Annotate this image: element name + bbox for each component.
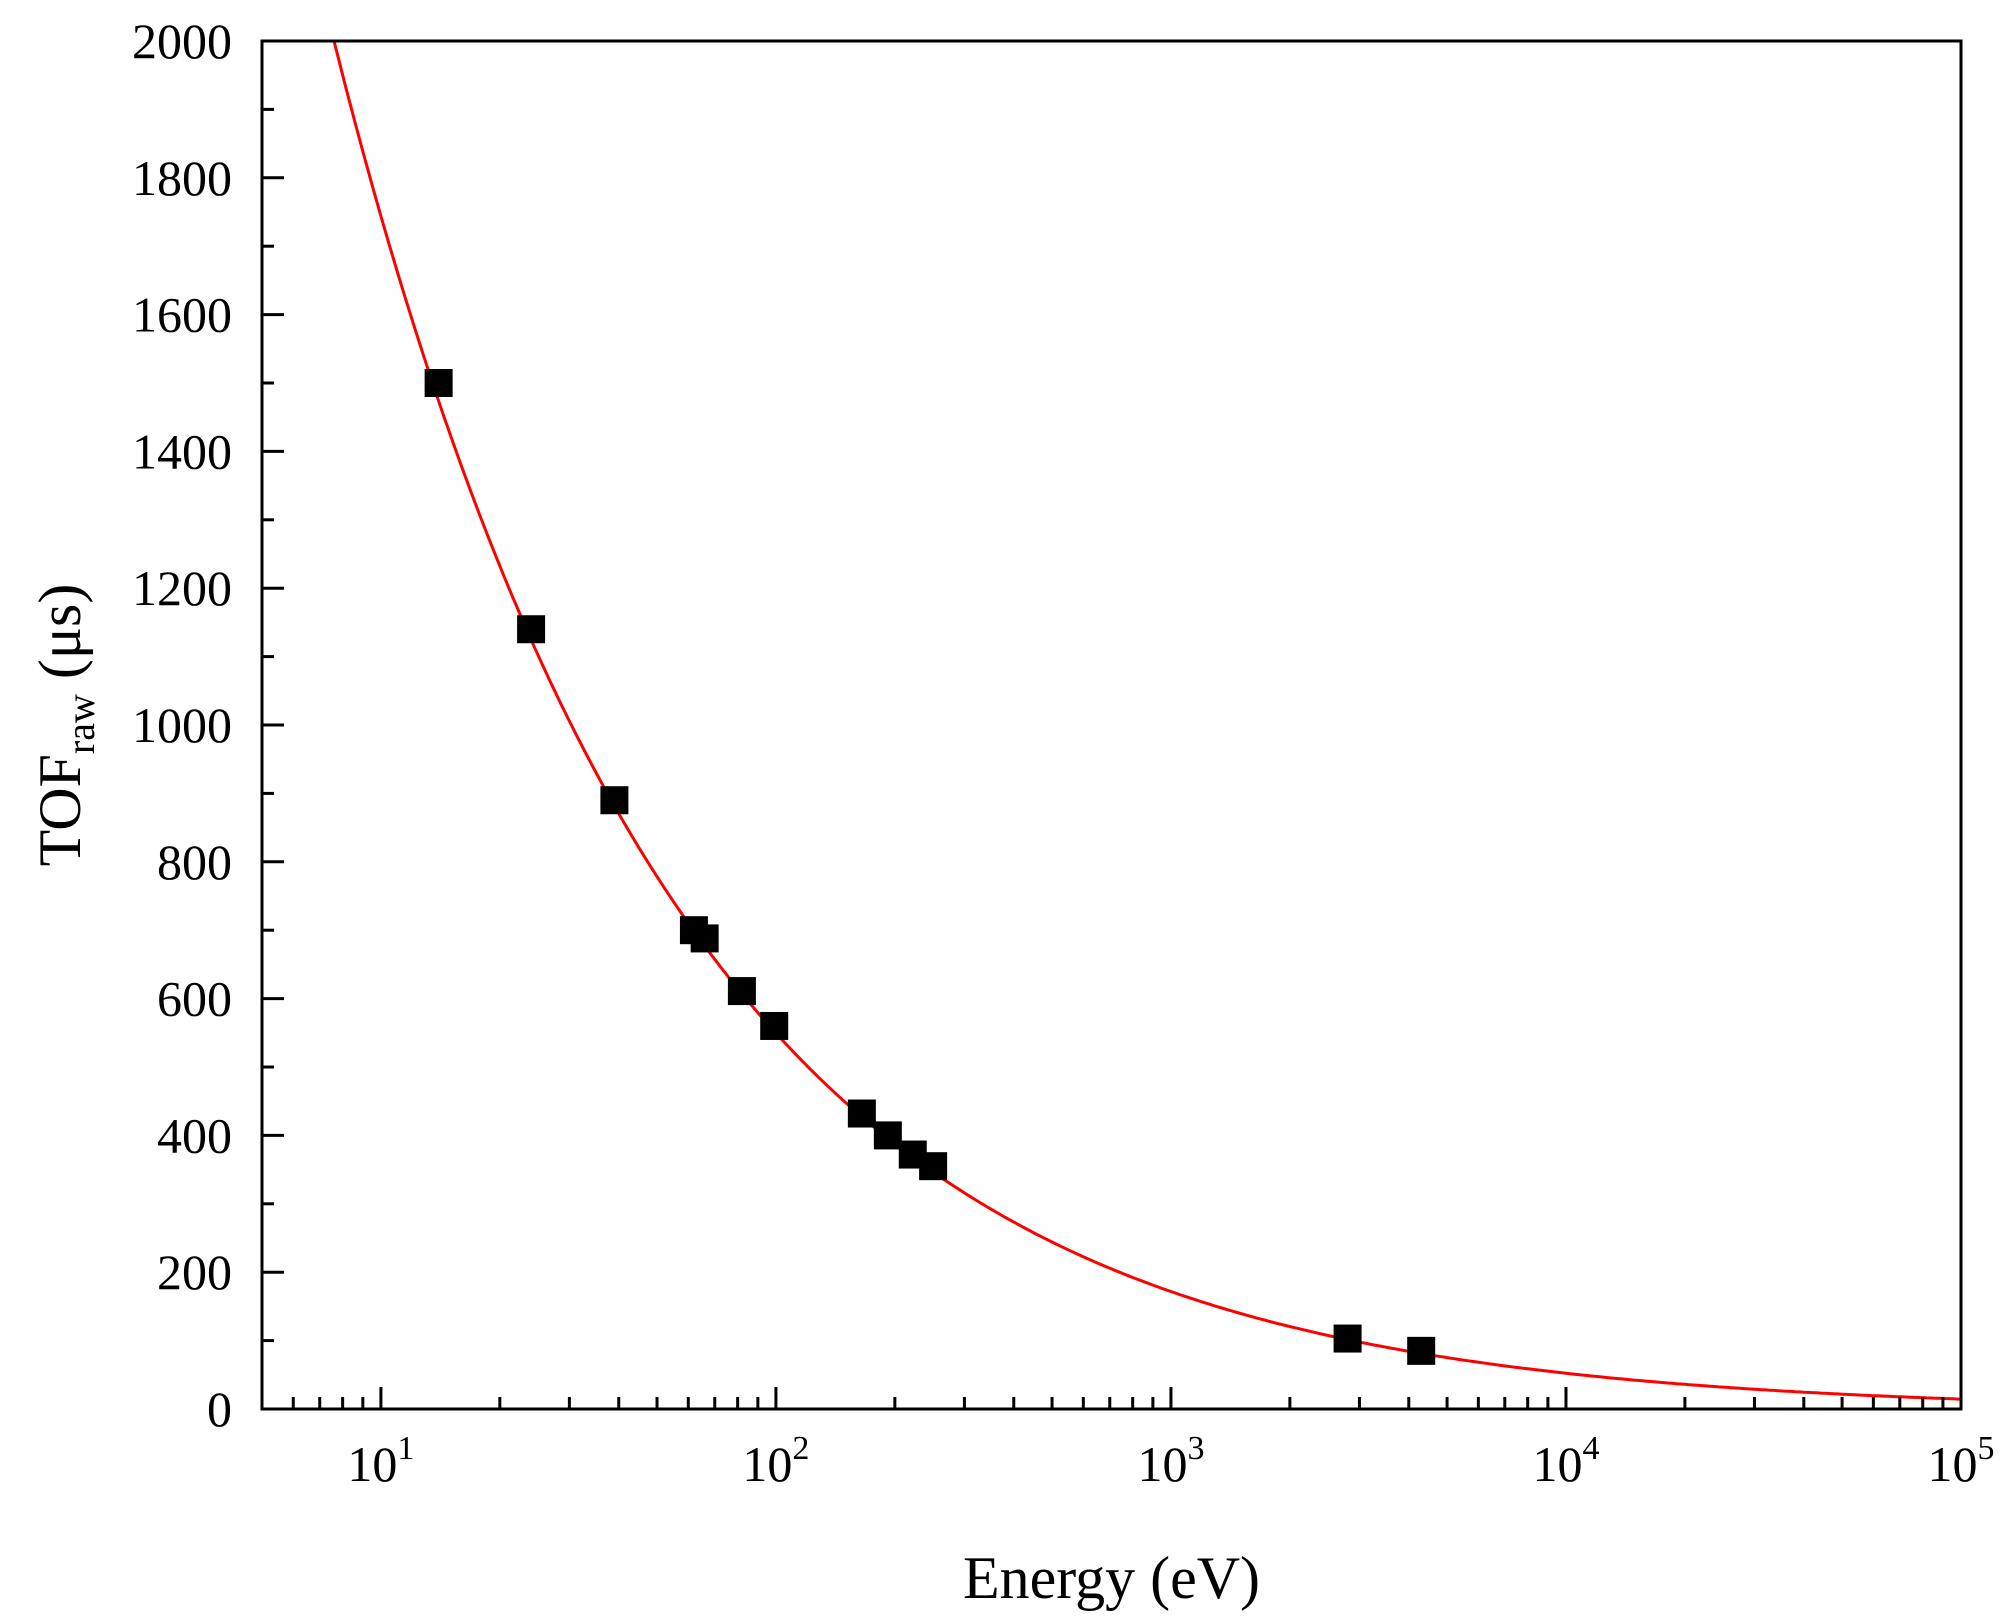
x-axis-title: Energy (eV) bbox=[963, 1545, 1260, 1611]
y-tick-label: 1400 bbox=[132, 423, 232, 479]
y-axis-ticks: 0 200 400 600 800 1000 1200 1400 1600 1800 2000 bbox=[132, 13, 284, 1437]
y-tick-label: 800 bbox=[157, 834, 232, 890]
y-tick-label: 1600 bbox=[132, 287, 232, 343]
data-point bbox=[873, 1121, 902, 1150]
x-tick-label: 105 bbox=[1928, 1430, 1995, 1492]
data-point bbox=[690, 924, 719, 953]
data-point bbox=[517, 615, 546, 644]
x-tick-exponent: 4 bbox=[1582, 1430, 1599, 1467]
data-points-layer bbox=[424, 369, 1436, 1365]
x-tick-label: 103 bbox=[1137, 1430, 1204, 1492]
x-tick-base: 10 bbox=[1928, 1436, 1978, 1492]
x-tick-label: 104 bbox=[1532, 1430, 1599, 1492]
y-axis-title-subscript: raw bbox=[58, 694, 103, 754]
y-tick-label: 1800 bbox=[132, 150, 232, 206]
y-tick-label: 2000 bbox=[132, 13, 232, 69]
data-point bbox=[727, 977, 756, 1006]
data-point bbox=[424, 369, 453, 397]
x-tick-exponent: 5 bbox=[1978, 1430, 1995, 1467]
plot-frame bbox=[260, 39, 1963, 1411]
x-tick-label: 101 bbox=[347, 1430, 414, 1492]
y-axis-title: TOFraw (μs) bbox=[27, 584, 103, 867]
x-tick-exponent: 1 bbox=[397, 1430, 414, 1467]
data-point bbox=[760, 1011, 789, 1040]
y-axis-title-main: TOF bbox=[27, 754, 93, 866]
x-tick-base: 10 bbox=[742, 1436, 792, 1492]
y-tick-label: 600 bbox=[157, 971, 232, 1027]
x-axis-ticks: 101 102 103 104 105 bbox=[260, 1387, 1995, 1492]
y-axis-title-unit: (μs) bbox=[27, 584, 93, 694]
x-tick-base: 10 bbox=[1137, 1436, 1187, 1492]
data-point bbox=[919, 1152, 948, 1181]
fit-curve-line bbox=[332, 41, 1962, 1401]
data-point bbox=[600, 786, 629, 815]
x-tick-exponent: 2 bbox=[792, 1430, 809, 1467]
data-point bbox=[1333, 1324, 1362, 1353]
x-tick-label: 102 bbox=[742, 1430, 809, 1492]
x-tick-base: 10 bbox=[347, 1436, 397, 1492]
y-tick-label: 1200 bbox=[132, 560, 232, 616]
data-point bbox=[847, 1099, 876, 1128]
fit-curve-layer bbox=[332, 41, 1962, 1401]
x-tick-base: 10 bbox=[1532, 1436, 1582, 1492]
y-tick-label: 400 bbox=[157, 1107, 232, 1163]
data-point bbox=[1407, 1336, 1436, 1365]
y-tick-label: 200 bbox=[157, 1244, 232, 1300]
y-tick-label: 1000 bbox=[132, 697, 232, 753]
x-tick-exponent: 3 bbox=[1187, 1430, 1204, 1467]
y-tick-label: 0 bbox=[207, 1381, 232, 1437]
